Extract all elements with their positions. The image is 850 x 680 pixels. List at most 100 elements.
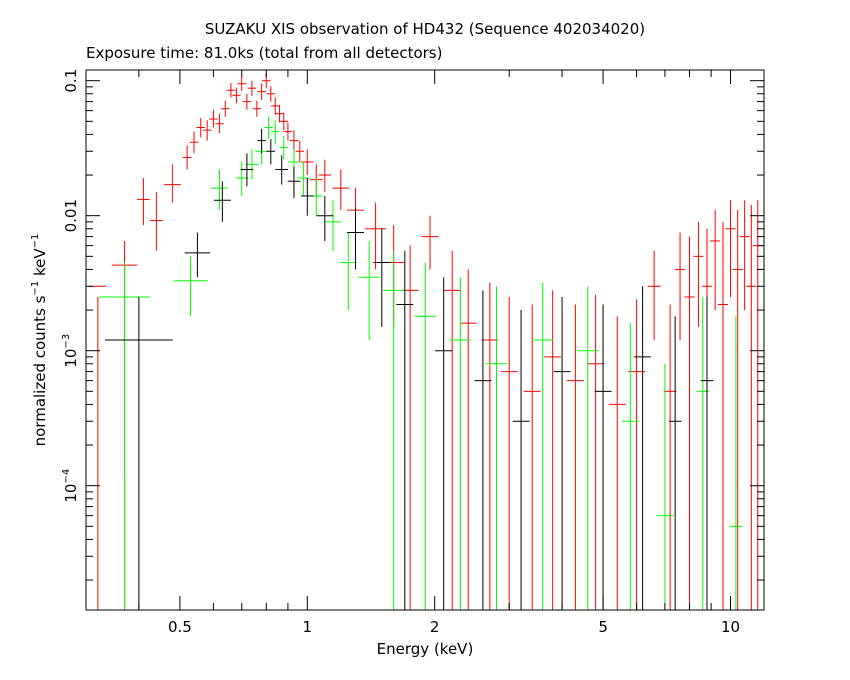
data-point [163, 164, 181, 203]
plot-frame [85, 69, 765, 611]
data-point [137, 178, 150, 226]
data-point [209, 109, 218, 128]
y-axis-label-middle: keV [31, 248, 49, 281]
chart-subtitle: Exposure time: 81.0ks (total from all de… [86, 44, 443, 62]
data-point [739, 200, 750, 311]
data-point [300, 178, 314, 216]
x-tick-label: 1 [303, 618, 313, 636]
data-point [674, 232, 686, 340]
data-point [746, 205, 757, 610]
data-point [287, 166, 301, 199]
data-point [587, 294, 605, 610]
data-point [257, 128, 266, 154]
data-point [481, 282, 499, 610]
data-point [300, 149, 314, 176]
data-point [621, 323, 639, 610]
data-point [266, 86, 276, 102]
series-2 [105, 128, 714, 610]
data-point [226, 83, 236, 98]
data-point [401, 245, 419, 610]
data-point [693, 221, 704, 327]
data-point [663, 304, 677, 610]
data-point [252, 100, 262, 117]
data-point [717, 221, 729, 610]
data-point [295, 140, 305, 162]
data-point [656, 363, 674, 610]
data-point [435, 277, 453, 610]
data-point [99, 262, 150, 610]
data-point [182, 145, 192, 170]
y-tick-label: 0.01 [62, 199, 80, 232]
data-point [566, 304, 584, 610]
data-point [710, 210, 721, 311]
data-point [213, 181, 231, 222]
data-point [459, 269, 477, 610]
data-point [257, 83, 266, 100]
data-point [89, 285, 107, 610]
data-point [279, 135, 289, 160]
y-tick-label: 10−3 [61, 334, 80, 368]
data-point [275, 105, 284, 123]
data-point [532, 282, 554, 610]
data-point [150, 191, 163, 251]
data-point [275, 155, 289, 185]
axes-layer: 0.5 1 2 5 10 0.1 0.01 10−3 10−4 [61, 69, 764, 636]
data-point [373, 228, 391, 327]
data-point [242, 93, 252, 110]
data-point [324, 200, 342, 251]
y-axis-label: normalized counts s−1 keV−1 [30, 234, 49, 447]
data-point [396, 250, 414, 610]
data-point [449, 277, 471, 610]
data-point [647, 250, 661, 340]
data-point [196, 117, 205, 138]
data-point [485, 286, 508, 610]
data-point [364, 202, 387, 270]
data-point [608, 316, 626, 610]
data-point [279, 112, 289, 131]
data-point [309, 178, 323, 216]
data-point [316, 195, 334, 241]
data-point [339, 232, 357, 311]
data-point [237, 76, 246, 91]
data-point [283, 122, 293, 141]
data-point [271, 97, 280, 115]
data-point [725, 200, 736, 297]
data-point [729, 316, 743, 610]
data-point [289, 130, 299, 152]
data-point [500, 296, 518, 610]
data-point [202, 120, 212, 141]
data-point [245, 149, 259, 180]
data-point [318, 159, 332, 192]
y-tick-label: 10−4 [61, 469, 80, 503]
data-point [443, 250, 461, 610]
data-point [235, 161, 249, 196]
y-tick-label: 0.1 [62, 69, 80, 93]
data-point [512, 310, 530, 610]
data-point [247, 80, 257, 97]
data-point [732, 210, 743, 610]
data-point [189, 131, 199, 154]
data-point [184, 232, 211, 278]
data-point [105, 296, 173, 610]
x-axis-label: Energy (keV) [377, 640, 474, 658]
data-point [668, 316, 682, 610]
data-point [297, 161, 310, 196]
data-point [383, 250, 405, 610]
y-axis-label-prefix: normalized counts s [31, 295, 49, 446]
y-axis-label-exp1: −1 [30, 281, 41, 296]
data-point [266, 138, 276, 165]
data-points-layer [89, 73, 763, 610]
data-point [232, 87, 241, 104]
series-1 [99, 116, 743, 610]
y-axis-label-exp2: −1 [30, 234, 41, 249]
data-point [332, 169, 350, 211]
x-tick-label: 10 [721, 618, 740, 636]
data-point [523, 304, 541, 610]
series-0 [89, 73, 763, 610]
x-tick-label: 5 [598, 618, 608, 636]
chart-title: SUZAKU XIS observation of HD432 (Sequenc… [204, 20, 646, 38]
data-point [684, 236, 695, 610]
data-point [474, 290, 492, 610]
x-tick-label: 2 [430, 618, 440, 636]
data-point [421, 215, 439, 270]
